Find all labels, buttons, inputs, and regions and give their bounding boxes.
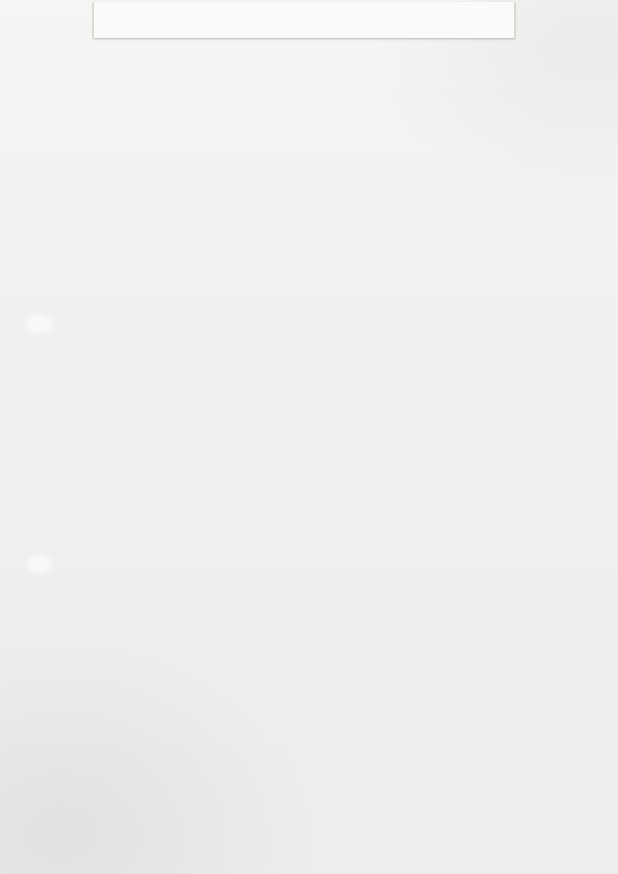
- scan-smudge-1: [28, 316, 50, 332]
- scan-smudge-2: [28, 556, 50, 572]
- note-slip: [93, 2, 515, 38]
